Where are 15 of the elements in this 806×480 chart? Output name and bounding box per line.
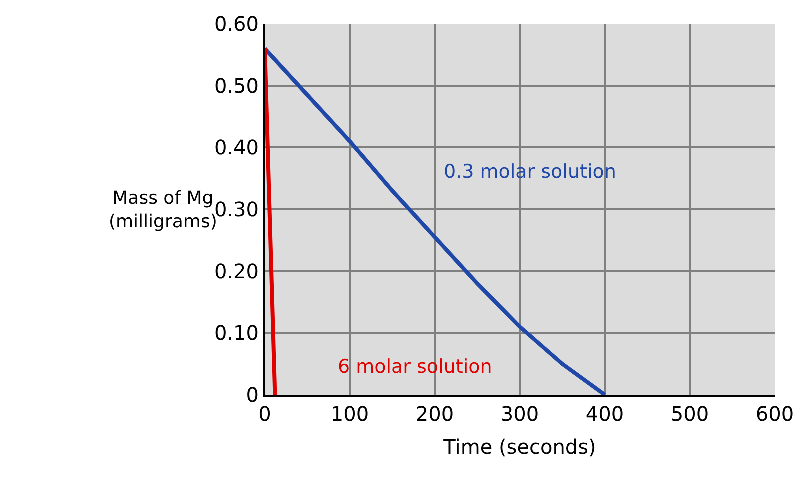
y-tick-label: 0.60 xyxy=(214,12,259,36)
y-tick-label: 0.10 xyxy=(214,321,259,346)
x-tick-label: 300 xyxy=(500,402,540,426)
y-tick-label: 0.50 xyxy=(214,74,259,98)
x-tick-label: 400 xyxy=(586,402,624,426)
y-tick-label: 0.40 xyxy=(214,136,259,160)
x-tick-label: 100 xyxy=(330,402,370,426)
text: 0.3 molar solution xyxy=(444,161,616,183)
text: 6 molar solution xyxy=(338,356,492,378)
x-tick-label: 200 xyxy=(416,402,454,426)
y-tick-label: 0 xyxy=(246,383,259,407)
x-tick-label: 600 xyxy=(756,402,794,426)
x-tick-label: 500 xyxy=(670,402,710,426)
x-axis-title: Time (seconds) xyxy=(442,435,596,459)
y-tick-label: 0.20 xyxy=(214,259,259,284)
